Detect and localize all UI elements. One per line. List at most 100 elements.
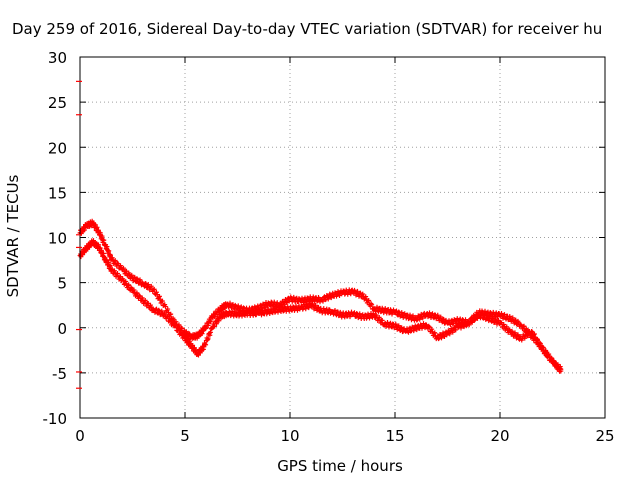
y-tick-labels: -10 -5 0 5 10 15 20 25 30 <box>43 49 68 428</box>
y-tick-label: 5 <box>57 275 67 293</box>
data-point <box>355 288 360 294</box>
data-point <box>97 245 103 251</box>
data-point <box>109 267 114 273</box>
data-point <box>176 322 182 328</box>
data-point <box>511 320 517 326</box>
data-point <box>306 305 312 311</box>
data-point <box>399 310 405 315</box>
data-point <box>348 291 354 297</box>
data-point <box>531 332 537 338</box>
data-point <box>230 302 236 307</box>
data-point <box>173 323 179 329</box>
data-point <box>151 286 157 292</box>
data-point <box>469 319 474 324</box>
data-point <box>205 336 211 342</box>
data-point <box>314 307 320 313</box>
data-point <box>439 335 444 341</box>
data-point <box>414 317 420 323</box>
data-point <box>529 328 534 334</box>
data-point <box>164 313 170 319</box>
data-point <box>558 366 564 372</box>
y-tick-label: 25 <box>48 94 67 112</box>
data-point <box>514 333 520 339</box>
data-point <box>475 316 480 321</box>
data-point <box>310 294 316 300</box>
data-point <box>167 316 173 322</box>
y-tick-label: 15 <box>48 184 67 202</box>
y-tick-label: -10 <box>43 410 68 428</box>
data-point <box>238 304 244 310</box>
data-point <box>115 271 120 276</box>
x-tick-labels: 0 5 10 15 20 25 <box>75 427 614 445</box>
data-point <box>123 279 129 284</box>
data-point <box>134 276 140 282</box>
x-tick-label: 15 <box>385 427 404 445</box>
data-point <box>143 281 149 287</box>
data-point <box>352 310 357 316</box>
data-point <box>163 304 168 309</box>
data-point <box>121 265 126 271</box>
data-point <box>358 290 363 296</box>
data-point <box>160 298 165 304</box>
data-point <box>472 316 478 322</box>
data-point <box>543 348 549 354</box>
x-tick-label: 10 <box>280 427 299 445</box>
data-point <box>101 237 107 243</box>
data-point <box>532 331 537 337</box>
data-point <box>393 321 399 327</box>
data-point <box>159 308 165 314</box>
data-point <box>175 326 181 331</box>
data-point <box>548 355 554 361</box>
data-point <box>134 290 140 296</box>
grid <box>80 57 605 418</box>
x-tick-label: 25 <box>595 427 614 445</box>
data-point <box>496 317 501 323</box>
data-point <box>106 248 112 254</box>
data-point <box>429 326 435 332</box>
data-point <box>422 325 428 331</box>
data-point <box>432 330 438 336</box>
x-tick-label: 0 <box>75 427 85 445</box>
y-tick-label: 0 <box>57 320 67 338</box>
y-tick-label: -5 <box>52 365 67 383</box>
data-point <box>178 329 184 335</box>
data-point <box>512 330 518 336</box>
data-point <box>484 313 490 319</box>
data-point <box>363 294 369 300</box>
data-point <box>286 308 292 314</box>
data-point <box>357 311 363 317</box>
y-tick-label: 30 <box>48 49 67 67</box>
data-point <box>281 302 287 308</box>
data-point <box>453 327 459 333</box>
data-points <box>77 218 564 374</box>
data-point <box>436 336 441 342</box>
data-point <box>466 322 472 328</box>
data-point <box>283 299 289 305</box>
axis-ticks <box>79 56 606 419</box>
data-point <box>535 336 540 342</box>
data-point <box>212 323 218 329</box>
data-point <box>137 277 143 283</box>
data-point <box>226 312 231 318</box>
data-point <box>139 295 145 301</box>
data-point <box>435 312 441 318</box>
data-point <box>109 255 115 261</box>
data-point <box>493 310 499 316</box>
data-point <box>521 323 527 329</box>
data-point <box>472 317 477 323</box>
data-point <box>157 293 162 299</box>
data-point <box>156 307 162 313</box>
data-point <box>168 311 174 317</box>
data-point <box>154 289 159 295</box>
data-point <box>388 320 393 326</box>
data-point <box>274 300 280 306</box>
x-tick-label: 5 <box>180 427 190 445</box>
data-point <box>170 319 176 325</box>
x-tick-label: 20 <box>490 427 509 445</box>
data-point <box>500 316 506 321</box>
data-point <box>504 324 510 330</box>
plot-frame <box>79 56 606 419</box>
data-point <box>148 283 154 289</box>
data-point <box>389 324 395 330</box>
data-point <box>366 298 372 303</box>
